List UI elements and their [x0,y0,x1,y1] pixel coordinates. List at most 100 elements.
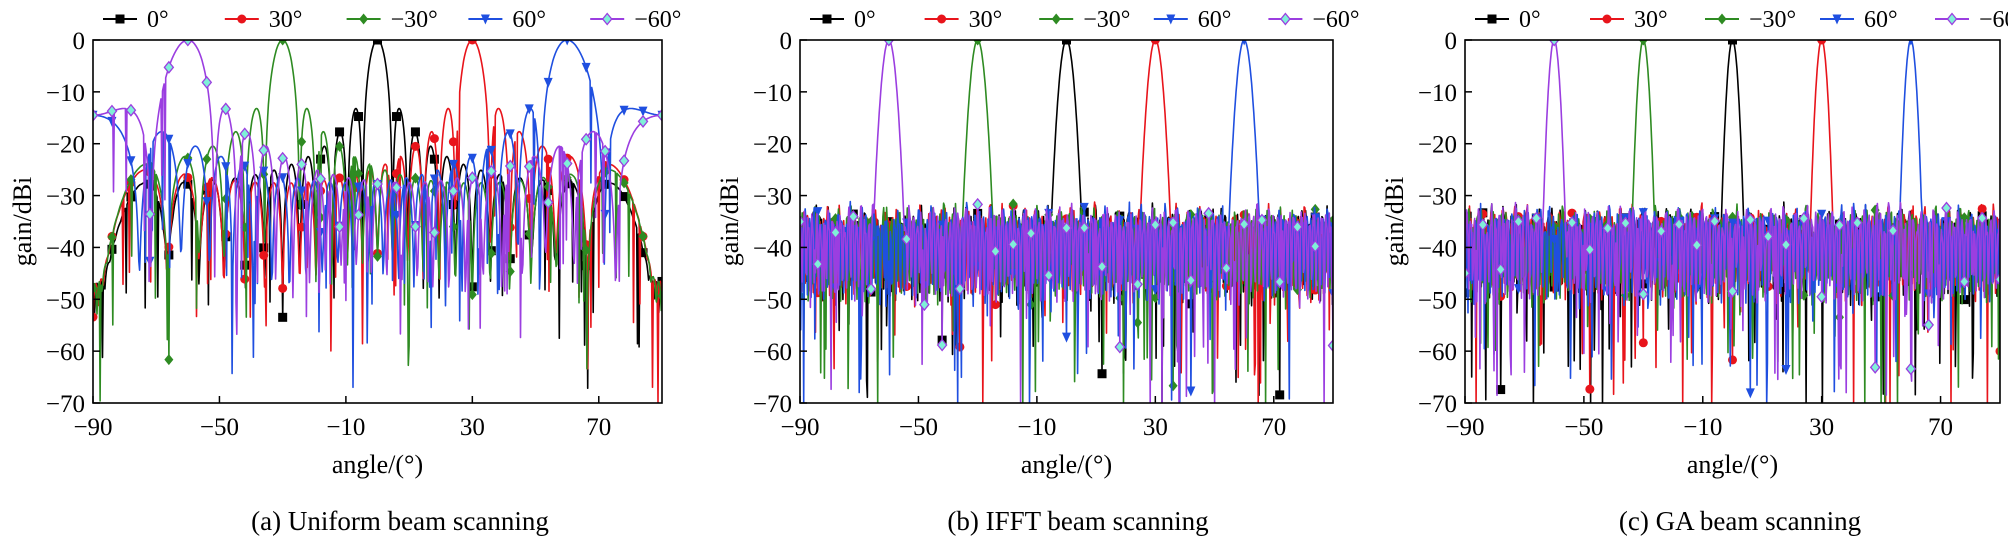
legend-marker [1946,12,1958,26]
data-point [1851,216,1863,230]
data-point [936,338,948,352]
data-point [1709,214,1721,228]
x-tick-label: −90 [1445,414,1484,441]
series-group [1465,40,2000,403]
data-point [220,102,232,116]
plot-frame [1464,39,2001,404]
data-point [1728,40,1737,45]
data-point [1062,332,1071,343]
data-point [1168,380,1178,392]
y-tick-label: −50 [1418,287,1457,314]
data-point [410,220,421,234]
data-point [812,257,824,271]
data-point [466,171,478,185]
data-point [973,40,983,46]
data-point [1078,221,1090,235]
data-point [448,184,459,198]
data-point [1745,388,1755,399]
series-markers--60 [1465,40,2000,376]
data-point [1798,211,1810,226]
data-point [1241,40,1247,46]
data-point [1958,275,1970,289]
data-point [485,164,497,178]
data-point [1275,390,1285,400]
data-point [901,232,912,246]
data-point [564,40,570,46]
data-point [164,354,174,366]
data-point [429,226,440,240]
y-tick-label: −70 [753,391,792,418]
x-axis-label: angle/(°) [1687,450,1778,479]
plot-frame [799,39,1334,404]
data-point [1203,206,1214,220]
data-point [1495,262,1507,276]
data-point [1477,218,1489,232]
data-point [334,220,345,234]
y-axis-label: gain/dBi [8,177,37,267]
data-point [106,104,118,118]
data-point [373,40,382,45]
legend-label: 30° [269,7,303,33]
data-point [353,208,364,222]
x-tick-label: −10 [326,414,365,441]
y-tick-label: −20 [1418,132,1457,159]
data-point [107,231,117,243]
x-tick-label: 30 [1143,414,1168,441]
data-point [1079,202,1089,213]
data-point [619,177,629,189]
data-point [1061,221,1072,235]
data-point [1941,201,1952,215]
data-point [335,127,345,137]
legend-label: −60° [634,7,681,33]
data-point [1114,340,1126,354]
legend: 0° 30° −30° 60° −60° [1475,7,2008,33]
y-tick-label: −30 [1418,184,1457,211]
data-point [93,312,98,322]
data-point [830,225,841,240]
data-point [1150,40,1160,45]
legend-label: 30° [969,7,1003,33]
data-point [202,182,212,192]
data-point [1186,386,1196,397]
data-point [1976,211,1988,225]
x-tick-label: −50 [1564,414,1603,441]
data-point [202,197,212,208]
x-tick-label: −90 [780,414,819,441]
data-point [297,136,307,148]
data-point [638,106,648,117]
data-point [164,134,174,145]
data-point [1007,237,1019,251]
legend-marker [1166,14,1176,25]
data-point [619,192,629,202]
data-point [183,159,193,170]
y-axis-label: gain/dBi [715,177,744,267]
data-point [1584,243,1596,257]
data-point [372,177,383,191]
y-tick-label: −30 [753,184,792,211]
data-point [1309,239,1321,253]
data-point [638,248,648,258]
legend-label: 0° [1519,7,1541,33]
legend-label: −60° [1979,7,2008,33]
x-tick-label: 70 [1261,414,1286,441]
legend-item-0: 0° [103,7,169,33]
data-point [1496,385,1506,395]
legend-label: 60° [1198,7,1232,33]
data-point [1655,224,1667,238]
data-point [125,103,137,117]
series-markers--60 [93,40,662,240]
data-point [1691,238,1703,252]
legend-marker [115,14,125,24]
data-point [429,174,439,185]
data-point [1274,275,1286,289]
legend-label: 60° [512,7,546,33]
data-point [656,108,662,122]
data-point [486,145,496,156]
x-axis-label: angle/(°) [1021,450,1112,479]
data-point [354,168,364,180]
legend-item--60: −60° [1268,7,1360,33]
legend-item-60: 60° [1820,7,1898,33]
panel-caption: (a) Uniform beam scanning [251,506,549,536]
plot-frame [92,39,663,404]
legend-marker [822,14,832,24]
